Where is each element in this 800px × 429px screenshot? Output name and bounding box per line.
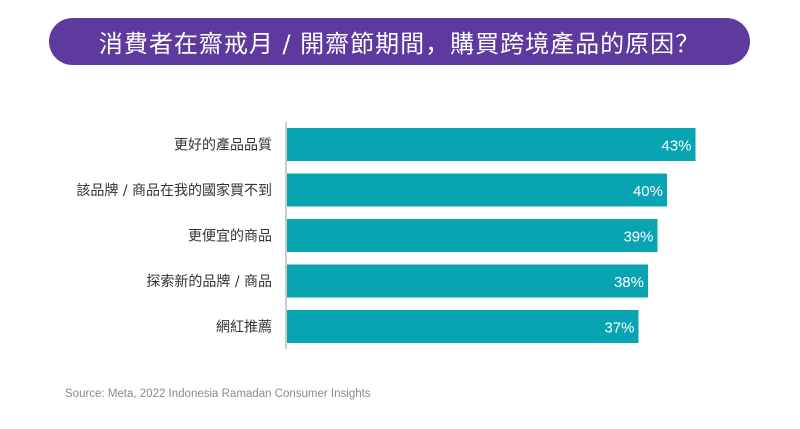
chart-title: 消費者在齋戒月 / 開齋節期間，購買跨境產品的原因？	[98, 30, 701, 58]
value-label: 38%	[614, 274, 644, 291]
category-label: 網紅推薦	[216, 320, 272, 336]
category-label: 更好的產品品質	[174, 137, 272, 154]
value-label: 37%	[604, 320, 634, 337]
bar	[287, 219, 658, 252]
bar	[287, 128, 696, 161]
bar	[287, 310, 639, 343]
bar	[287, 173, 667, 207]
source-note: Source: Meta, 2022 Indonesia Ramadan Con…	[65, 388, 371, 400]
category-label: 更便宜的商品	[188, 229, 272, 245]
value-label: 43%	[661, 138, 691, 155]
title-banner: 消費者在齋戒月 / 開齋節期間，購買跨境產品的原因？	[49, 18, 750, 65]
category-label: 探索新的品牌 / 商品	[146, 273, 272, 290]
bar	[287, 264, 648, 298]
value-label: 39%	[623, 229, 653, 246]
category-label: 該品牌 / 商品在我的國家買不到	[76, 182, 272, 199]
value-label: 40%	[633, 183, 663, 200]
